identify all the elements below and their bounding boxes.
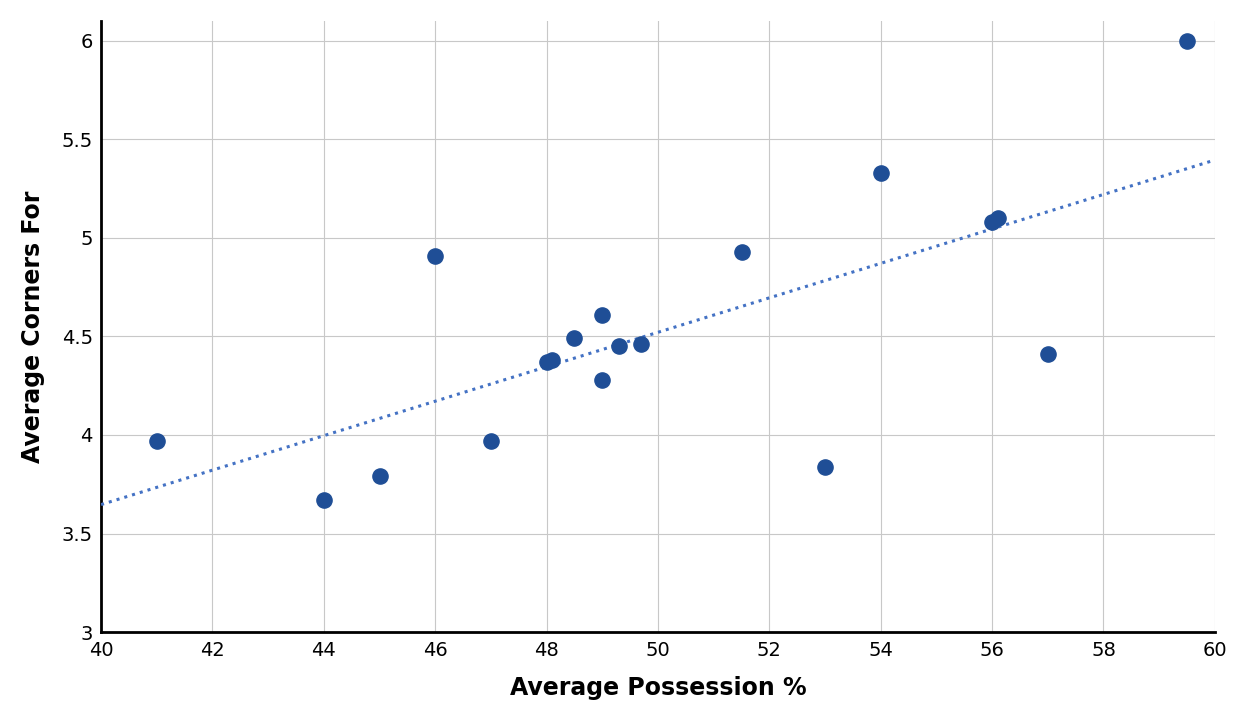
Point [631,338,651,350]
Point [815,461,835,472]
Point [542,354,562,366]
Point [537,356,557,368]
Point [731,246,751,257]
Point [987,212,1007,224]
Point [1038,348,1058,360]
Point [593,374,613,386]
Point [564,332,584,344]
X-axis label: Average Possession %: Average Possession % [509,676,806,700]
Y-axis label: Average Corners For: Average Corners For [21,190,45,463]
Point [609,340,629,352]
Point [369,471,389,482]
Point [982,216,1002,228]
Point [313,495,333,506]
Point [871,167,891,179]
Point [1177,35,1197,46]
Point [480,435,500,446]
Point [147,435,167,446]
Point [426,249,446,261]
Point [593,309,613,320]
